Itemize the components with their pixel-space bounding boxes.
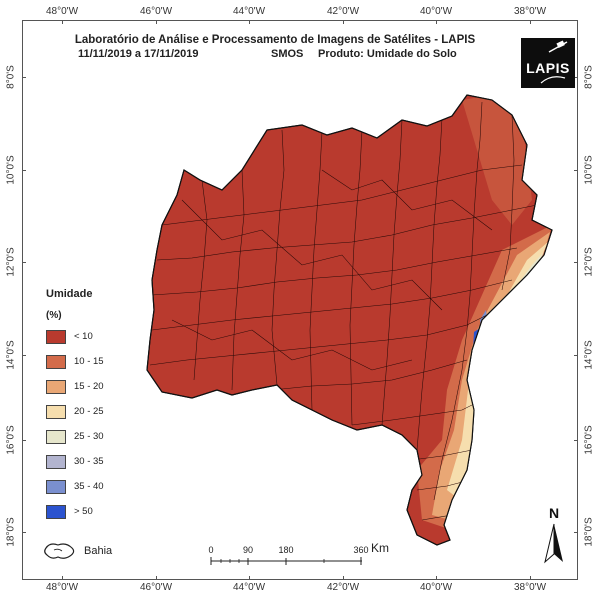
- legend-label: 15 - 20: [74, 381, 104, 392]
- legend-label: 20 - 25: [74, 406, 104, 417]
- municipal-boundaries: [149, 101, 538, 521]
- lapis-logo: LAPIS: [521, 38, 575, 88]
- tick-mark: [436, 576, 437, 580]
- lat-label-right: 18°0'S: [583, 517, 595, 547]
- map-title: Laboratório de Análise e Processamento d…: [74, 34, 476, 46]
- tick-mark: [343, 20, 344, 24]
- tick-mark: [22, 532, 26, 533]
- tick-mark: [530, 20, 531, 24]
- lon-label-top: 42°0'W: [326, 6, 360, 17]
- legend-swatch: [46, 380, 66, 394]
- lat-label-right: 10°0'S: [583, 155, 595, 185]
- tick-mark: [574, 262, 578, 263]
- tick-mark: [156, 20, 157, 24]
- lon-label-top: 40°0'W: [419, 6, 453, 17]
- tick-mark: [22, 440, 26, 441]
- logo-text: LAPIS: [526, 60, 570, 76]
- legend-label: 35 - 40: [74, 481, 104, 492]
- tick-mark: [22, 170, 26, 171]
- lat-label-left: 10°0'S: [5, 155, 17, 185]
- tick-mark: [22, 355, 26, 356]
- lat-label-left: 18°0'S: [5, 517, 17, 547]
- north-arrow-icon: [544, 523, 563, 564]
- legend-swatch: [46, 455, 66, 469]
- lon-label-bottom: 42°0'W: [326, 582, 360, 593]
- legend-label: > 50: [74, 506, 93, 517]
- tick-mark: [574, 532, 578, 533]
- legend-swatch: [46, 430, 66, 444]
- tick-mark: [22, 77, 26, 78]
- lon-label-top: 38°0'W: [513, 6, 547, 17]
- scale-tick-label: 0: [208, 545, 214, 555]
- lon-label-top: 44°0'W: [232, 6, 266, 17]
- tick-mark: [22, 262, 26, 263]
- tick-mark: [343, 576, 344, 580]
- lat-label-right: 8°0'S: [583, 65, 595, 89]
- legend-swatch: [46, 355, 66, 369]
- lat-label-left: 8°0'S: [5, 65, 17, 89]
- scale-tick-label: 90: [242, 545, 254, 555]
- tick-mark: [574, 170, 578, 171]
- lat-label-right: 12°0'S: [583, 247, 595, 277]
- lat-label-left: 16°0'S: [5, 425, 17, 455]
- tick-mark: [62, 20, 63, 24]
- scale-unit: Km: [371, 541, 389, 555]
- tick-mark: [249, 576, 250, 580]
- lon-label-bottom: 38°0'W: [513, 582, 547, 593]
- legend-swatch: [46, 405, 66, 419]
- tick-mark: [574, 77, 578, 78]
- lon-label-bottom: 44°0'W: [232, 582, 266, 593]
- legend-title: Umidade: [46, 288, 93, 300]
- scale-bar: [210, 557, 362, 565]
- tick-mark: [574, 355, 578, 356]
- sensor-label: SMOS: [271, 48, 304, 60]
- map-frame: [22, 20, 578, 580]
- bahia-locator-icon: [44, 543, 75, 559]
- legend-label: 25 - 30: [74, 431, 104, 442]
- bahia-soil-moisture-map: [146, 94, 553, 546]
- tick-mark: [249, 20, 250, 24]
- north-label: N: [549, 505, 560, 521]
- legend-label: < 10: [74, 331, 93, 342]
- legend-swatch: [46, 330, 66, 344]
- scale-tick-label: 360: [353, 545, 369, 555]
- legend-swatch: [46, 480, 66, 494]
- satellite-icon: [540, 40, 568, 84]
- state-outline: [146, 94, 553, 546]
- legend-label: 30 - 35: [74, 456, 104, 467]
- tick-mark: [62, 576, 63, 580]
- legend-unit: (%): [46, 310, 62, 321]
- lon-label-bottom: 48°0'W: [45, 582, 79, 593]
- legend-label: 10 - 15: [74, 356, 104, 367]
- lat-label-right: 16°0'S: [583, 425, 595, 455]
- lon-label-bottom: 46°0'W: [139, 582, 173, 593]
- tick-mark: [436, 20, 437, 24]
- date-range: 11/11/2019 a 17/11/2019: [78, 48, 199, 60]
- bahia-label: Bahia: [84, 545, 113, 557]
- lon-label-top: 48°0'W: [45, 6, 79, 17]
- tick-mark: [574, 440, 578, 441]
- tick-mark: [530, 576, 531, 580]
- lat-label-right: 14°0'S: [583, 340, 595, 370]
- legend-swatch: [46, 505, 66, 519]
- lon-label-bottom: 40°0'W: [419, 582, 453, 593]
- scale-tick-label: 180: [278, 545, 294, 555]
- lat-label-left: 14°0'S: [5, 340, 17, 370]
- tick-mark: [156, 576, 157, 580]
- lon-label-top: 46°0'W: [139, 6, 173, 17]
- product-label: Produto: Umidade do Solo: [318, 48, 457, 60]
- lat-label-left: 12°0'S: [5, 247, 17, 277]
